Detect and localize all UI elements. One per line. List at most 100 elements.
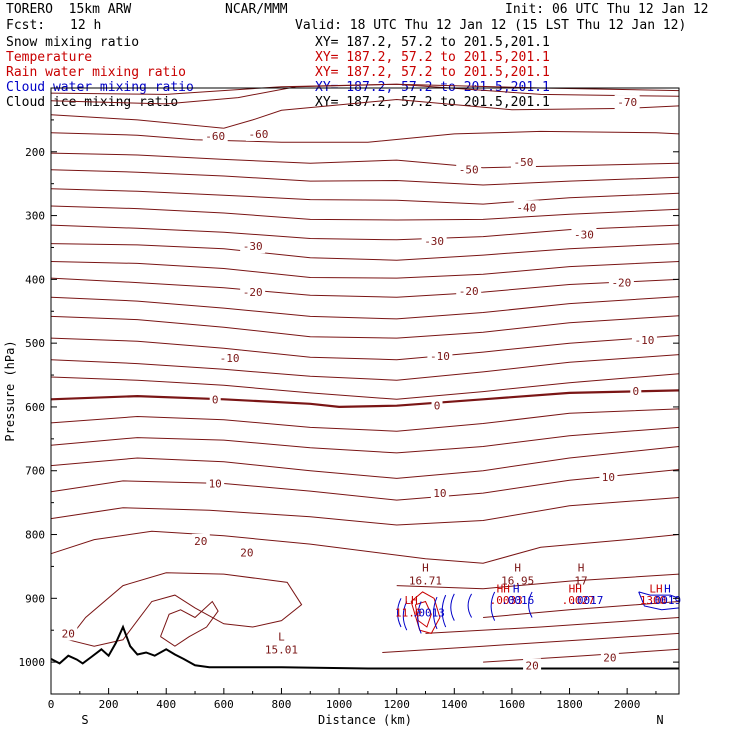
cloud-value-label: .0016 bbox=[501, 594, 534, 607]
isotherm-label: -10 bbox=[220, 352, 240, 365]
rain-value-label: 1300 bbox=[640, 594, 667, 607]
valid-time: Valid: 18 UTC Thu 12 Jan 12 (15 LST Thu … bbox=[295, 18, 687, 33]
isotherm-closed-contour bbox=[67, 572, 303, 647]
isotherm-label: 20 bbox=[525, 659, 538, 672]
isotherm-label-bg bbox=[600, 650, 619, 665]
pressure-center-label: H bbox=[422, 562, 429, 575]
isotherm-line bbox=[50, 469, 680, 501]
forecast-value: 12 h bbox=[70, 18, 102, 33]
x-tick-label: 800 bbox=[272, 698, 292, 711]
isotherm-label-bg bbox=[510, 154, 536, 169]
isotherm-lines bbox=[50, 83, 680, 663]
isotherm-label: -50 bbox=[459, 164, 479, 177]
isotherm-label-bg bbox=[240, 239, 266, 254]
isotherm-label-bg bbox=[245, 126, 271, 141]
isotherm-label: 20 bbox=[62, 627, 75, 640]
isotherm-label-bg bbox=[571, 227, 597, 242]
isotherm-line bbox=[50, 188, 680, 205]
isotherm-line bbox=[50, 426, 680, 454]
x-tick-label: 1200 bbox=[383, 698, 410, 711]
x-axis-label: Distance (km) bbox=[318, 713, 412, 727]
isotherm-label-bg bbox=[430, 486, 449, 501]
isotherm-label: -20 bbox=[459, 285, 479, 298]
x-tick-label: 200 bbox=[99, 698, 119, 711]
isotherm-label-bg bbox=[456, 162, 482, 177]
x-tick-label: 1800 bbox=[556, 698, 583, 711]
endpoint-left-label: S bbox=[81, 713, 88, 727]
rain-value-label: .0027 bbox=[562, 594, 595, 607]
y-axis-label: Pressure (hPa) bbox=[3, 340, 17, 441]
isotherm-line bbox=[483, 648, 680, 663]
field-temperature-xy: XY= 187.2, 57.2 to 201.5,201.1 bbox=[315, 50, 550, 65]
x-tick-label: 1600 bbox=[499, 698, 526, 711]
rain-value-label: LH bbox=[649, 583, 662, 596]
terrain-surface bbox=[50, 624, 679, 670]
y-tick-label: 600 bbox=[25, 401, 45, 414]
isotherm-label: -20 bbox=[611, 277, 631, 290]
isotherm-label-bg bbox=[631, 332, 657, 347]
isotherm-label-bg bbox=[209, 392, 221, 407]
y-tick-label: 900 bbox=[25, 592, 45, 605]
y-tick-label: 700 bbox=[25, 465, 45, 478]
isotherm-line bbox=[396, 573, 680, 590]
isotherm-label-bg bbox=[456, 283, 482, 298]
isotherm-line bbox=[50, 83, 680, 105]
pressure-center-label: H bbox=[578, 562, 585, 575]
contour-labels: -70 -60 -60 -50 -50 -40 -30 -30 -30 -20 -20 -20 -10 -… bbox=[59, 95, 681, 673]
isotherm-label: 10 bbox=[433, 487, 446, 500]
cloud-water-contour bbox=[441, 594, 447, 628]
init-time: Init: 06 UTC Thu 12 Jan 12 bbox=[505, 2, 709, 17]
isotherm-label: -20 bbox=[243, 286, 263, 299]
isotherm-line bbox=[50, 497, 680, 526]
isotherm-label-bg bbox=[614, 95, 640, 110]
isotherm-label-bg bbox=[240, 285, 266, 300]
isotherm-line bbox=[50, 169, 680, 186]
isotherm-closed-contour-inner bbox=[160, 600, 219, 647]
x-tick-label: 1400 bbox=[441, 698, 468, 711]
isotherm-line bbox=[382, 632, 680, 653]
isotherm-label-bg bbox=[431, 398, 443, 413]
isotherm-line bbox=[50, 446, 680, 479]
cloud-value-label: H bbox=[513, 583, 520, 596]
isotherm-line bbox=[50, 152, 680, 169]
isotherm-label: -30 bbox=[574, 229, 594, 242]
y-tick-label: 1000 bbox=[19, 656, 46, 669]
isotherm-label-bg bbox=[202, 128, 228, 143]
isotherm-label: 20 bbox=[194, 535, 207, 548]
y-tick-label: 500 bbox=[25, 337, 45, 350]
isotherm-label: 20 bbox=[603, 652, 616, 665]
rain-value-label: HH bbox=[569, 583, 582, 596]
isotherm-line bbox=[50, 243, 680, 261]
pressure-center-label: 16.95 bbox=[501, 574, 534, 587]
cloud-water-contour bbox=[433, 596, 438, 630]
y-tick-label: 400 bbox=[25, 273, 45, 286]
isotherm-label: -60 bbox=[205, 130, 225, 143]
model-title: TORERO 15km ARW bbox=[6, 2, 132, 17]
pressure-center-label: 15.01 bbox=[265, 643, 298, 656]
isotherm-line bbox=[425, 617, 680, 634]
y-tick-label: 300 bbox=[25, 210, 45, 223]
field-snow-label: Snow mixing ratio bbox=[6, 35, 140, 50]
isotherm-line bbox=[50, 277, 680, 298]
isotherm-label: -70 bbox=[617, 96, 637, 109]
isotherm-label-bg bbox=[523, 658, 542, 673]
isotherm-line bbox=[50, 130, 680, 143]
pressure-center-label: H bbox=[514, 562, 521, 575]
x-tick-label: 400 bbox=[156, 698, 176, 711]
isotherm-label-bg bbox=[191, 533, 210, 548]
isotherm-label: 10 bbox=[602, 471, 615, 484]
cloud-water-contour bbox=[467, 593, 473, 618]
organization: NCAR/MMM bbox=[225, 2, 288, 17]
isotherm-line bbox=[50, 373, 680, 400]
isotherm-label: -50 bbox=[514, 156, 534, 169]
plot-frame bbox=[50, 87, 680, 695]
cloud-water-contour bbox=[528, 591, 533, 618]
isotherm-line bbox=[483, 601, 680, 618]
isotherm-label: -40 bbox=[516, 201, 536, 214]
cloud-value-label: .0017 bbox=[570, 594, 603, 607]
isotherm-label-bg bbox=[206, 476, 225, 491]
pressure-center-label: L bbox=[278, 631, 285, 644]
isotherm-label-bg bbox=[599, 470, 618, 485]
isotherm-label-bg bbox=[427, 348, 453, 363]
isotherm-label: 10 bbox=[209, 477, 222, 490]
